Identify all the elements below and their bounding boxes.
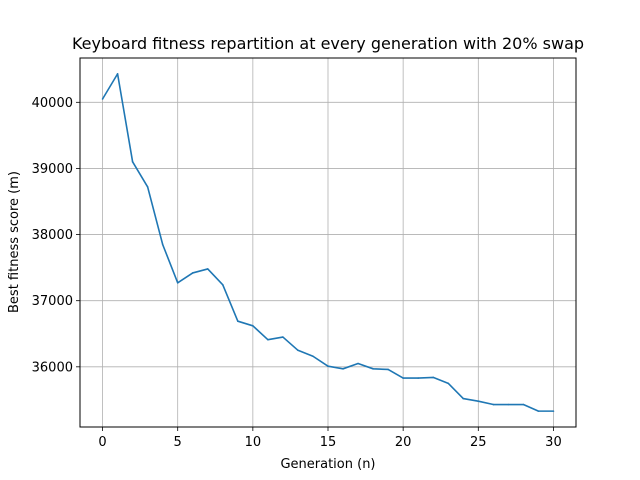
data-point [252, 325, 254, 327]
x-tick-label: 25 [470, 435, 487, 450]
data-point [146, 186, 149, 188]
x-axis: 0 5 10 15 20 25 30 [98, 427, 562, 450]
data-point [131, 161, 134, 163]
data-point [206, 268, 209, 270]
data-point [537, 410, 540, 412]
y-tick-label: 38000 [32, 228, 73, 243]
data-point [267, 338, 269, 341]
data-point [462, 397, 465, 400]
y-tick-label: 37000 [32, 294, 73, 309]
y-tick-label: 40000 [32, 96, 73, 111]
data-point [101, 98, 104, 100]
data-point [237, 320, 239, 322]
y-tick-label: 36000 [32, 360, 73, 375]
data-point [116, 73, 119, 75]
x-tick-label: 20 [395, 435, 412, 450]
data-point [552, 410, 555, 412]
y-tick-label: 39000 [32, 162, 73, 177]
x-tick-label: 15 [320, 435, 337, 450]
data-point [417, 377, 419, 379]
data-point [372, 368, 374, 370]
x-axis-label: Generation (n) [280, 457, 375, 472]
data-point [176, 282, 179, 284]
data-point [342, 368, 344, 370]
data-point [297, 349, 299, 352]
data-point [282, 336, 284, 338]
data-point [477, 400, 480, 403]
x-tick-label: 0 [98, 435, 106, 450]
data-point [327, 365, 329, 367]
data-point [357, 362, 359, 365]
data-point [492, 403, 495, 406]
data-point [312, 355, 314, 358]
data-point [402, 377, 404, 379]
x-tick-label: 30 [545, 435, 562, 450]
data-point [161, 243, 164, 246]
data-point [522, 403, 525, 406]
x-tick-label: 5 [174, 435, 182, 450]
chart-title: Keyboard fitness repartition at every ge… [72, 34, 584, 53]
series-group [101, 73, 555, 412]
y-axis: 36000 37000 38000 39000 40000 [32, 96, 80, 375]
x-tick-label: 10 [245, 435, 262, 450]
data-point [191, 272, 194, 274]
data-point [221, 284, 224, 286]
data-point [447, 382, 450, 385]
data-point [507, 403, 510, 406]
data-point [432, 376, 435, 379]
y-axis-label: Best fitness score (m) [7, 171, 22, 313]
data-point [387, 368, 389, 371]
grid [80, 58, 576, 427]
